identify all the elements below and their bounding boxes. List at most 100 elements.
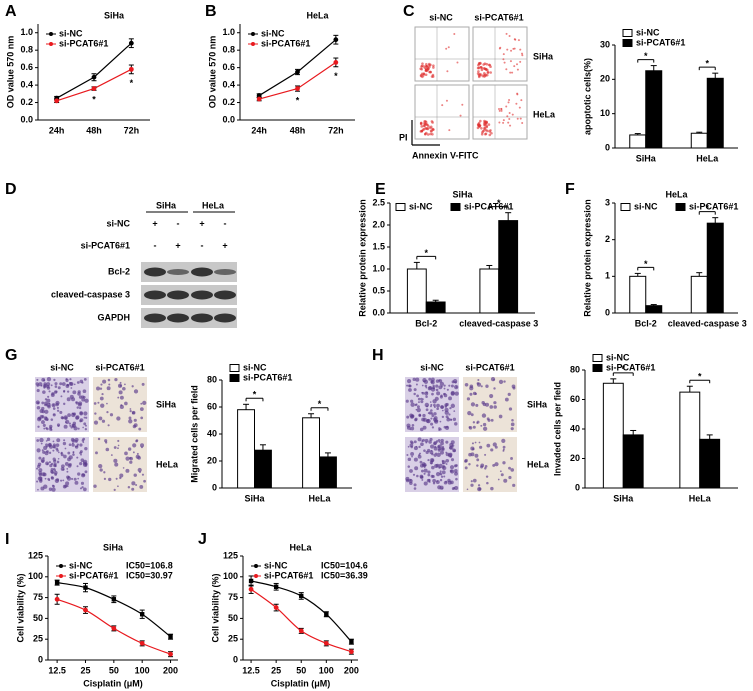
cell-dot	[509, 71, 512, 74]
stained-cell	[81, 439, 85, 442]
data-point	[248, 586, 254, 592]
legend-marker	[254, 564, 258, 568]
stained-cell	[450, 403, 456, 409]
bar	[319, 456, 337, 489]
stained-cell	[449, 445, 454, 450]
stained-cell	[455, 386, 458, 388]
stained-cell	[76, 381, 80, 384]
stained-cell	[60, 395, 63, 398]
blot-band	[144, 290, 166, 300]
stained-cell	[486, 443, 491, 448]
stained-cell	[508, 475, 512, 480]
stained-cell	[454, 391, 459, 396]
stained-cell	[37, 488, 39, 491]
data-point	[323, 640, 329, 646]
stained-cell	[136, 452, 139, 455]
stained-cell	[119, 381, 122, 384]
stained-cell	[454, 471, 458, 476]
significance-label: *	[318, 399, 322, 409]
stained-cell	[113, 458, 118, 463]
stained-cell	[39, 415, 44, 419]
cell-dot	[424, 120, 428, 124]
legend-swatch	[229, 374, 240, 382]
stained-cell	[470, 413, 474, 417]
stained-cell	[122, 467, 125, 469]
stained-cell	[472, 478, 477, 483]
stained-cell	[55, 400, 60, 406]
stained-cell	[482, 422, 487, 427]
stained-cell	[410, 426, 415, 431]
row-label: HeLa	[156, 459, 179, 469]
y-tick-label: 0.8	[222, 45, 235, 55]
stained-cell	[43, 416, 48, 421]
stained-cell	[430, 462, 433, 465]
stained-cell	[468, 426, 473, 430]
cell-dot	[502, 119, 505, 122]
y-tick-label: 80	[570, 364, 580, 374]
stained-cell	[131, 481, 136, 486]
stained-cell	[68, 422, 71, 425]
legend-label: si-NC	[634, 201, 658, 211]
stained-cell	[511, 384, 516, 389]
cell-line-label: SiHa	[156, 200, 177, 210]
stained-cell	[425, 450, 429, 455]
cell-dot	[478, 125, 481, 129]
stained-cell	[69, 424, 72, 427]
cell-dot	[509, 124, 512, 127]
stained-cell	[439, 478, 443, 482]
stained-cell	[443, 387, 446, 390]
cell-dot	[508, 98, 511, 101]
stained-cell	[115, 477, 118, 480]
blot-band	[167, 269, 189, 275]
stained-cell	[113, 446, 117, 449]
stained-cell	[478, 441, 481, 444]
stained-cell	[52, 485, 55, 488]
stained-cell	[497, 478, 500, 481]
series-line	[259, 61, 337, 100]
stained-cell	[48, 451, 52, 454]
stained-cell	[450, 440, 455, 445]
stained-cell	[139, 484, 144, 489]
y-tick-label: 1.0	[222, 27, 235, 37]
stained-cell	[414, 403, 417, 407]
legend-label: si-NC	[69, 560, 93, 570]
stained-cell	[135, 484, 138, 487]
stained-cell	[45, 461, 49, 466]
cell-dot	[498, 121, 501, 124]
stained-cell	[425, 408, 429, 412]
data-point	[349, 639, 354, 644]
row-label: SiHa	[527, 399, 548, 409]
blot-band	[214, 313, 236, 323]
stained-cell	[418, 445, 421, 449]
cell-dot	[521, 52, 524, 55]
y-tick-label: 0	[605, 142, 610, 152]
column-label: si-PCAT6#1	[474, 12, 523, 22]
stained-cell	[476, 420, 480, 424]
stained-cell	[42, 457, 45, 460]
cell-dot	[478, 74, 481, 77]
data-point	[128, 40, 134, 46]
stained-cell	[435, 388, 439, 392]
cell-dot	[489, 71, 492, 74]
stained-cell	[503, 478, 508, 483]
stained-cell	[504, 397, 509, 402]
cell-dot	[487, 123, 491, 126]
y-tick-label: 2	[605, 234, 610, 244]
stained-cell	[477, 484, 481, 487]
blot-band	[214, 290, 236, 300]
legend-label: si-PCAT6#1	[69, 570, 118, 580]
stained-cell	[52, 457, 56, 461]
stained-cell	[122, 386, 126, 391]
bar	[425, 301, 446, 314]
stained-cell	[46, 427, 49, 431]
bar	[406, 268, 427, 314]
cell-dot	[419, 74, 423, 78]
stained-cell	[106, 411, 109, 414]
stained-cell	[408, 388, 412, 392]
stained-cell	[424, 438, 429, 443]
bar	[254, 449, 272, 489]
chart-title: HeLa	[306, 10, 329, 20]
stained-cell	[474, 453, 479, 458]
stained-cell	[84, 398, 89, 403]
legend-swatch	[229, 364, 240, 372]
